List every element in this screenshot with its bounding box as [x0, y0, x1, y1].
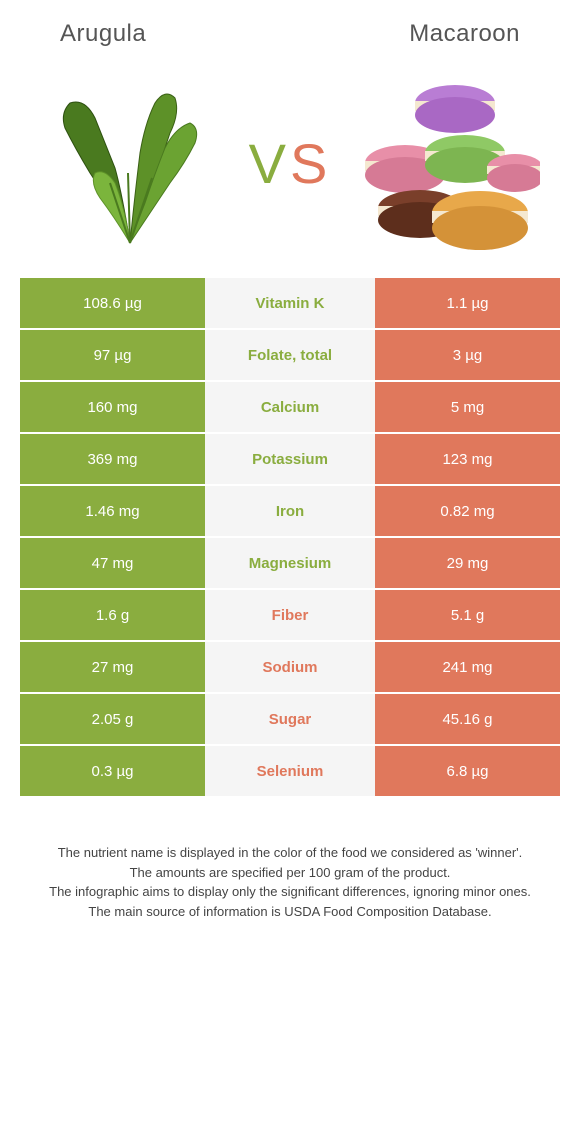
right-value-cell: 5 mg	[375, 382, 560, 432]
table-row: 1.46 mgIron0.82 mg	[20, 486, 560, 536]
header-row: Arugula Macaroon	[20, 20, 560, 73]
footnote-line: The amounts are specified per 100 gram o…	[30, 863, 550, 883]
nutrient-name-cell: Calcium	[205, 382, 375, 432]
vs-v: V	[249, 132, 290, 195]
footnote-line: The infographic aims to display only the…	[30, 882, 550, 902]
nutrient-name-cell: Vitamin K	[205, 278, 375, 328]
table-row: 27 mgSodium241 mg	[20, 642, 560, 692]
table-row: 47 mgMagnesium29 mg	[20, 538, 560, 588]
right-value-cell: 1.1 µg	[375, 278, 560, 328]
right-value-cell: 3 µg	[375, 330, 560, 380]
vs-s: S	[290, 132, 331, 195]
table-row: 369 mgPotassium123 mg	[20, 434, 560, 484]
nutrient-name-cell: Selenium	[205, 746, 375, 796]
footnotes: The nutrient name is displayed in the co…	[20, 798, 560, 921]
right-food-title: Macaroon	[409, 20, 520, 48]
footnote-line: The main source of information is USDA F…	[30, 902, 550, 922]
left-value-cell: 97 µg	[20, 330, 205, 380]
table-row: 97 µgFolate, total3 µg	[20, 330, 560, 380]
nutrient-name-cell: Folate, total	[205, 330, 375, 380]
left-food-title: Arugula	[60, 20, 146, 48]
table-row: 0.3 µgSelenium6.8 µg	[20, 746, 560, 796]
nutrient-name-cell: Potassium	[205, 434, 375, 484]
nutrient-table: 108.6 µgVitamin K1.1 µg97 µgFolate, tota…	[20, 278, 560, 796]
vs-row: VS	[20, 73, 560, 278]
right-value-cell: 5.1 g	[375, 590, 560, 640]
nutrient-name-cell: Iron	[205, 486, 375, 536]
left-value-cell: 1.6 g	[20, 590, 205, 640]
left-value-cell: 47 mg	[20, 538, 205, 588]
left-value-cell: 2.05 g	[20, 694, 205, 744]
table-row: 108.6 µgVitamin K1.1 µg	[20, 278, 560, 328]
nutrient-name-cell: Magnesium	[205, 538, 375, 588]
right-value-cell: 45.16 g	[375, 694, 560, 744]
right-value-cell: 123 mg	[375, 434, 560, 484]
table-row: 1.6 gFiber5.1 g	[20, 590, 560, 640]
macaroon-image	[360, 73, 540, 253]
left-value-cell: 369 mg	[20, 434, 205, 484]
left-value-cell: 108.6 µg	[20, 278, 205, 328]
nutrient-name-cell: Fiber	[205, 590, 375, 640]
left-value-cell: 1.46 mg	[20, 486, 205, 536]
right-value-cell: 6.8 µg	[375, 746, 560, 796]
table-row: 2.05 gSugar45.16 g	[20, 694, 560, 744]
vs-label: VS	[249, 131, 332, 196]
arugula-image	[40, 73, 220, 253]
table-row: 160 mgCalcium5 mg	[20, 382, 560, 432]
nutrient-name-cell: Sugar	[205, 694, 375, 744]
nutrient-name-cell: Sodium	[205, 642, 375, 692]
left-value-cell: 27 mg	[20, 642, 205, 692]
left-value-cell: 160 mg	[20, 382, 205, 432]
right-value-cell: 29 mg	[375, 538, 560, 588]
right-value-cell: 241 mg	[375, 642, 560, 692]
right-value-cell: 0.82 mg	[375, 486, 560, 536]
left-value-cell: 0.3 µg	[20, 746, 205, 796]
footnote-line: The nutrient name is displayed in the co…	[30, 843, 550, 863]
